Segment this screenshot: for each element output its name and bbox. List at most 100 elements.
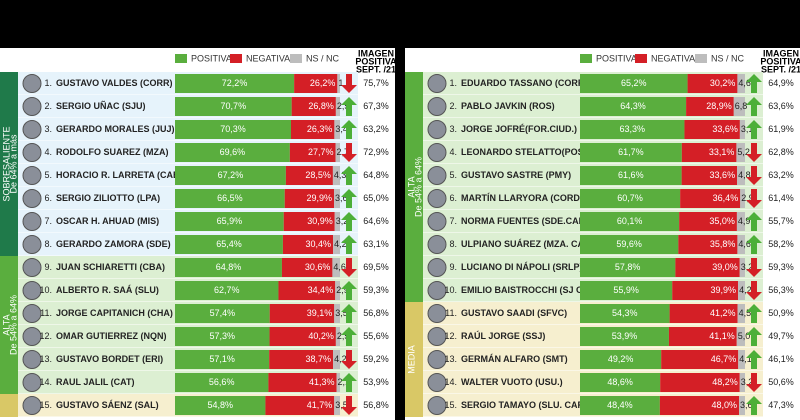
- photo: [22, 281, 42, 300]
- previous-value: 63,1%: [363, 239, 389, 249]
- group-label: SOBRESALIENTE: [1, 126, 11, 201]
- positive-bar: [580, 235, 679, 254]
- positive-label: 65,2%: [621, 78, 647, 88]
- positive-bar: [580, 97, 687, 116]
- positive-bar: [580, 350, 662, 369]
- negative-label: 35,0%: [709, 216, 735, 226]
- nsnc-bar: [736, 143, 745, 162]
- negative-bar: [289, 143, 336, 162]
- trend-arrow: [341, 143, 357, 162]
- nsnc-bar: [334, 212, 340, 231]
- positive-label: 60,1%: [617, 216, 643, 226]
- positive-label: 64,8%: [216, 262, 242, 272]
- name: EDUARDO TASSANO (CORR): [461, 78, 587, 88]
- legend-label: NS / NC: [711, 53, 745, 63]
- positive-bar: [175, 258, 282, 277]
- negative-label: 28,9%: [706, 101, 732, 111]
- previous-value: 56,8%: [363, 400, 389, 410]
- nsnc-bar: [335, 281, 340, 300]
- nsnc-bar: [739, 258, 745, 277]
- name: GERMÁN ALFARO (SMT): [461, 354, 568, 364]
- negative-bar: [661, 350, 739, 369]
- photo: [22, 212, 42, 231]
- negative-label: 48,0%: [712, 400, 738, 410]
- negative-bar: [268, 373, 337, 392]
- negative-bar: [265, 396, 335, 415]
- group-band: [0, 256, 18, 394]
- nsnc-label: 2,1: [338, 377, 351, 387]
- photo: [22, 373, 42, 392]
- positive-bar: [175, 189, 285, 208]
- nsnc-label: 4,5: [739, 308, 752, 318]
- name: OSCAR H. AHUAD (MIS): [56, 216, 159, 226]
- positive-bar: [580, 74, 688, 93]
- previous-value: 63,2%: [768, 170, 794, 180]
- previous-value: 50,6%: [768, 377, 794, 387]
- photo: [427, 281, 447, 300]
- photo: [427, 327, 447, 346]
- trend-arrow: [746, 235, 762, 254]
- rank: 9.: [449, 262, 457, 272]
- nsnc-bar: [335, 97, 340, 116]
- negative-bar: [282, 235, 334, 254]
- positive-bar: [175, 281, 279, 300]
- trend-arrow: [746, 212, 762, 231]
- positive-label: 70,3%: [220, 124, 246, 134]
- nsnc-bar: [337, 74, 340, 93]
- legend-swatch: [290, 54, 302, 63]
- positive-bar: [580, 327, 669, 346]
- positive-bar: [175, 235, 283, 254]
- nsnc-bar: [737, 166, 745, 185]
- rank: 6.: [44, 193, 52, 203]
- trend-arrow: [746, 258, 762, 277]
- positive-label: 61,6%: [618, 170, 644, 180]
- photo: [427, 258, 447, 277]
- photo: [22, 120, 42, 139]
- previous-header: SEPT. /21: [761, 64, 800, 74]
- rank: 12.: [444, 331, 457, 341]
- negative-label: 29,9%: [307, 193, 333, 203]
- name: SERGIO UÑAC (SJU): [56, 101, 146, 111]
- legend-swatch: [230, 54, 242, 63]
- positive-bar: [175, 373, 269, 392]
- legend-label: NEGATIVA: [246, 53, 290, 63]
- nsnc-bar: [736, 212, 745, 231]
- name: HORACIO R. LARRETA (CABA): [56, 170, 189, 180]
- legend-swatch: [695, 54, 707, 63]
- negative-label: 35,8%: [710, 239, 736, 249]
- nsnc-bar: [334, 396, 340, 415]
- positive-label: 55,9%: [613, 285, 639, 295]
- positive-label: 57,1%: [209, 354, 235, 364]
- group-band: [405, 72, 423, 302]
- positive-bar: [580, 143, 682, 162]
- name: EMILIO BAISTROCCHI (SJ CAP): [461, 285, 598, 295]
- photo: [427, 350, 447, 369]
- rank: 9.: [44, 262, 52, 272]
- previous-header: IMAGEN: [763, 48, 799, 58]
- nsnc-label: 4,3: [334, 170, 347, 180]
- trend-arrow: [341, 166, 357, 185]
- trend-arrow: [341, 97, 357, 116]
- positive-label: 54,3%: [612, 308, 638, 318]
- positive-bar: [580, 212, 680, 231]
- trend-arrow: [746, 327, 762, 346]
- rank: 2.: [449, 101, 457, 111]
- name: RODOLFO SUAREZ (MZA): [56, 147, 169, 157]
- name: RAUL JALIL (CAT): [56, 377, 135, 387]
- nsnc-label: 3,1: [741, 124, 754, 134]
- name: RAÚL JORGE (SSJ): [461, 330, 545, 341]
- photo: [22, 166, 42, 185]
- nsnc-bar: [332, 166, 340, 185]
- rank: 13.: [444, 354, 457, 364]
- nsnc-label: 3,4: [335, 124, 348, 134]
- legend-swatch: [580, 54, 592, 63]
- rank: 5.: [44, 170, 52, 180]
- rank: 4.: [449, 147, 457, 157]
- nsnc-bar: [739, 396, 745, 415]
- trend-arrow: [746, 166, 762, 185]
- rank: 14.: [39, 377, 52, 387]
- previous-value: 67,3%: [363, 101, 389, 111]
- name: WALTER VUOTO (USU.): [461, 377, 563, 387]
- positive-bar: [175, 327, 270, 346]
- positive-label: 62,7%: [214, 285, 240, 295]
